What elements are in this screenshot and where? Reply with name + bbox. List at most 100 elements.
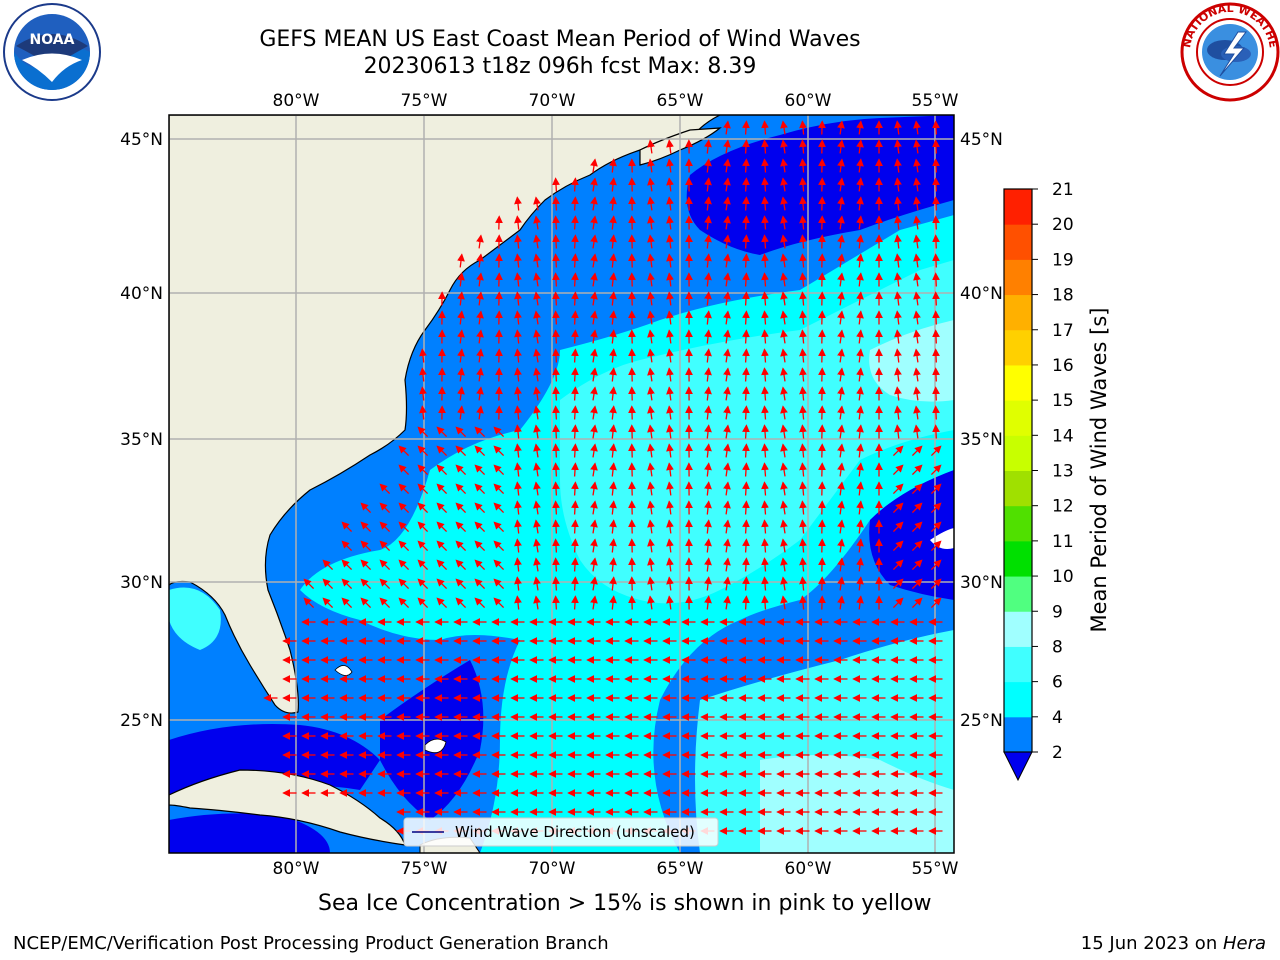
wave-direction-arrow (552, 576, 560, 591)
wave-direction-arrow (892, 521, 904, 533)
wave-direction-arrow (911, 578, 923, 590)
wave-direction-arrow (666, 443, 674, 458)
colorbar-tick-label: 18 (1052, 286, 1074, 306)
wave-direction-arrow (457, 253, 465, 268)
wave-direction-arrow (419, 405, 427, 420)
wave-direction-arrow (647, 177, 655, 192)
colorbar-swatch (1004, 224, 1032, 260)
wave-direction-arrow (398, 502, 410, 514)
wave-direction-arrow (590, 196, 598, 211)
wave-direction-arrow (799, 215, 807, 230)
wave-direction-arrow (552, 500, 560, 515)
wave-direction-arrow (799, 481, 807, 496)
bahamas-island-2 (424, 738, 447, 754)
wave-direction-arrow (837, 272, 845, 287)
wave-direction-arrow (552, 329, 560, 344)
wave-direction-arrow (533, 348, 541, 363)
wave-direction-arrow (761, 595, 769, 610)
wave-direction-arrow (799, 500, 807, 515)
colorbar-swatch (1004, 611, 1032, 647)
wave-direction-arrow (474, 578, 486, 590)
wave-direction-arrow (647, 348, 655, 363)
wave-direction-arrow (742, 405, 750, 420)
lat-label-right: 40°N (960, 284, 1003, 304)
wave-direction-arrow (892, 559, 904, 571)
wave-direction-arrow (780, 158, 788, 173)
wave-direction-arrow (666, 310, 674, 325)
wave-direction-arrow (379, 502, 391, 514)
wave-direction-arrow (571, 519, 579, 534)
lat-label-left: 40°N (120, 284, 163, 304)
wave-direction-arrow (723, 557, 731, 572)
wave-direction-arrow (666, 348, 674, 363)
wave-direction-arrow (837, 177, 845, 192)
wave-direction-arrow (552, 595, 560, 610)
wave-direction-arrow (799, 462, 807, 477)
wave-direction-arrow (552, 386, 560, 401)
wave-direction-arrow (856, 272, 864, 287)
wave-direction-arrow (590, 557, 598, 572)
wave-direction-arrow (514, 595, 522, 610)
wave-direction-arrow (455, 521, 467, 533)
wave-direction-arrow (417, 426, 429, 438)
wave-direction-arrow (913, 253, 921, 268)
wave-direction-arrow (514, 253, 522, 268)
wave-direction-arrow (533, 462, 541, 477)
wave-direction-arrow (892, 483, 904, 495)
wave-direction-arrow (837, 462, 845, 477)
wave-direction-arrow (493, 559, 505, 571)
wave-direction-arrow (647, 595, 655, 610)
wave-direction-arrow (742, 519, 750, 534)
wave-direction-arrow (552, 215, 560, 230)
wave-direction-arrow (856, 538, 864, 553)
colorbar-swatch (1004, 716, 1032, 753)
wave-direction-arrow (341, 578, 353, 590)
wave-direction-arrow (761, 234, 769, 249)
wave-direction-arrow (913, 272, 921, 287)
wave-direction-arrow (761, 405, 769, 420)
wave-direction-arrow (704, 538, 712, 553)
wave-direction-arrow (590, 291, 598, 306)
wave-direction-arrow (360, 597, 372, 609)
wave-direction-arrow (552, 424, 560, 439)
wave-direction-arrow (761, 272, 769, 287)
wave-direction-arrow (533, 557, 541, 572)
wave-direction-arrow (609, 595, 617, 610)
wave-direction-arrow (892, 502, 904, 514)
wave-direction-arrow (417, 464, 429, 476)
colorbar-tick-label: 12 (1052, 497, 1074, 517)
wave-direction-arrow (799, 386, 807, 401)
wave-direction-arrow (780, 557, 788, 572)
colorbar-tick-label: 14 (1052, 426, 1074, 446)
north-america-land (169, 115, 721, 714)
wave-direction-arrow (704, 500, 712, 515)
wave-direction-arrow (837, 234, 845, 249)
colorbar-tick-label: 4 (1052, 708, 1063, 728)
wave-direction-arrow (476, 405, 484, 420)
colorbar-swatch (1004, 540, 1032, 577)
wave-direction-arrow (742, 462, 750, 477)
wave-direction-arrow (436, 464, 448, 476)
wave-direction-arrow (666, 557, 674, 572)
wave-direction-arrow (417, 578, 429, 590)
wave-direction-arrow (761, 177, 769, 192)
wave-direction-arrow (837, 348, 845, 363)
wave-direction-arrow (457, 348, 465, 363)
wave-direction-arrow (647, 291, 655, 306)
colorbar-tick-label: 19 (1052, 250, 1074, 270)
lat-label-right: 35°N (960, 430, 1003, 450)
wave-direction-arrow (647, 310, 655, 325)
wave-direction-arrow (894, 158, 902, 173)
wave-direction-arrow (894, 139, 902, 154)
wave-direction-arrow (476, 386, 484, 401)
wave-direction-arrow (856, 291, 864, 306)
wave-direction-arrow (913, 386, 921, 401)
wave-direction-arrow (609, 215, 617, 230)
lon-label-bottom: 80°W (273, 859, 320, 879)
lon-label-top: 55°W (912, 91, 959, 111)
wave-direction-arrow (533, 443, 541, 458)
wave-direction-arrow (571, 215, 579, 230)
wave-direction-arrow (666, 595, 674, 610)
wave-direction-arrow (590, 348, 598, 363)
wave-direction-arrow (704, 177, 712, 192)
